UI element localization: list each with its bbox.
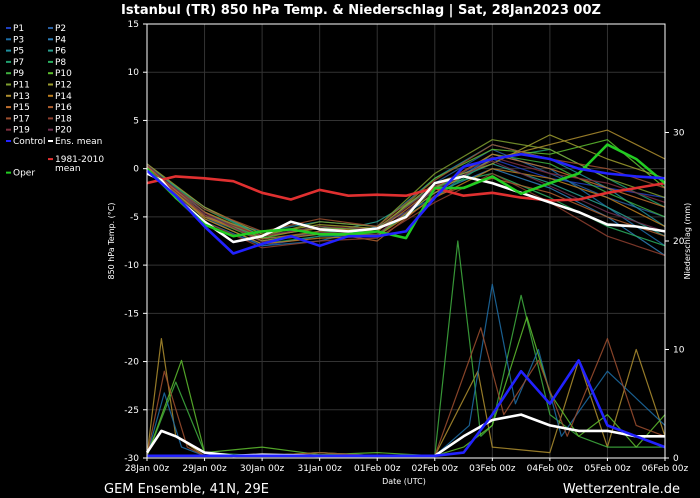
legend-label: P12 [55, 81, 72, 91]
left-axis-label: 850 hPa Temp. (°C) [107, 202, 116, 279]
x-tick-label: 01Feb 00z [354, 464, 401, 474]
right-tick-label: 10 [673, 346, 685, 356]
x-tick-label: 29Jan 00z [182, 464, 227, 474]
series-line-p4-left [146, 165, 666, 256]
series-line-control-right [147, 359, 666, 458]
legend-label: Oper [13, 169, 35, 179]
series-line-ens-mean-right [145, 413, 665, 458]
x-tick-label: 30Jan 00z [240, 464, 285, 474]
grid [146, 23, 666, 459]
legend-label: P18 [55, 114, 72, 124]
right-tick-label: 20 [673, 237, 685, 247]
series-line-1981-2010-mean-left [146, 175, 666, 202]
left-tick-label: -30 [124, 454, 139, 464]
series-line-p9-right [146, 240, 665, 457]
legend-label: P17 [13, 114, 30, 124]
x-tick-label: 31Jan 00z [297, 464, 342, 474]
x-tick-label: 03Feb 00z [469, 464, 516, 474]
legend-label: P13 [13, 92, 30, 102]
legend-label: 1981-2010 mean [55, 155, 104, 174]
right-tick-label: 30 [673, 129, 685, 139]
left-tick-label: 15 [128, 20, 139, 30]
x-axis-ticks: 28Jan 00z 29Jan 00z 30Jan 00z 31Jan 00z 01Fe… [125, 458, 689, 474]
legend-label: P16 [55, 103, 72, 113]
series-line-p10-right [146, 316, 666, 457]
left-tick-label: -15 [124, 309, 139, 319]
series-line-oper-left [146, 143, 666, 240]
left-axis-ticks: 15 10 5 0 -5 -10 -15 -20 -25 -30 [124, 20, 147, 464]
legend-label: P14 [55, 92, 72, 102]
x-tick-label: 05Feb 00z [584, 464, 631, 474]
left-tick-label: -20 [124, 358, 139, 368]
left-tick-label: 5 [133, 116, 139, 126]
x-tick-label: 06Feb 00z [642, 464, 689, 474]
right-axis-label: Niederschlag (mm) [683, 203, 692, 280]
x-tick-label: 28Jan 00z [125, 464, 170, 474]
legend-label: P5 [13, 47, 24, 57]
series-line-ens-mean-left [146, 172, 666, 244]
series-line-p19-left [146, 156, 666, 237]
footer-source-label: Wetterzentrale.de [563, 482, 680, 497]
right-tick-label: 0 [673, 454, 679, 464]
legend-label: P3 [13, 35, 24, 45]
legend-label: P7 [13, 58, 24, 68]
left-tick-label: -25 [124, 406, 139, 416]
series-line-control-left [146, 152, 666, 255]
legend-label: P20 [55, 126, 72, 136]
legend-label: P4 [55, 35, 66, 45]
legend-label: P19 [13, 126, 30, 136]
footer-model-label: GEM Ensemble, 41N, 29E [104, 482, 269, 497]
legend-label: P15 [13, 103, 30, 113]
plot-frame [146, 23, 666, 459]
legend-label: P6 [55, 47, 66, 57]
series-line-p18-left [146, 167, 666, 257]
left-tick-label: 10 [128, 68, 140, 78]
legend-label: P8 [55, 58, 66, 68]
x-tick-label: 04Feb 00z [527, 464, 574, 474]
legend-label: P2 [55, 24, 66, 34]
series-layer [145, 129, 666, 458]
legend-label: P11 [13, 81, 30, 91]
right-axis-ticks: 30 20 10 0 [665, 129, 685, 464]
series-line-p17-left [146, 144, 666, 232]
left-tick-label: -10 [124, 261, 139, 271]
x-tick-label: 02Feb 00z [412, 464, 459, 474]
chart-title: Istanbul (TR) 850 hPa Temp. & Niederschl… [121, 3, 601, 18]
legend-label: Control [13, 137, 46, 147]
legend-label: P10 [55, 69, 72, 79]
x-axis-label: Date (UTC) [382, 477, 426, 486]
legend-label: P1 [13, 24, 24, 34]
series-line-p13-right [146, 338, 666, 457]
legend-label: P9 [13, 69, 24, 79]
left-tick-label: -5 [130, 213, 139, 223]
legend-label: Ens. mean [55, 137, 102, 147]
left-tick-label: 0 [133, 165, 139, 175]
series-line-p17-right [146, 327, 666, 457]
